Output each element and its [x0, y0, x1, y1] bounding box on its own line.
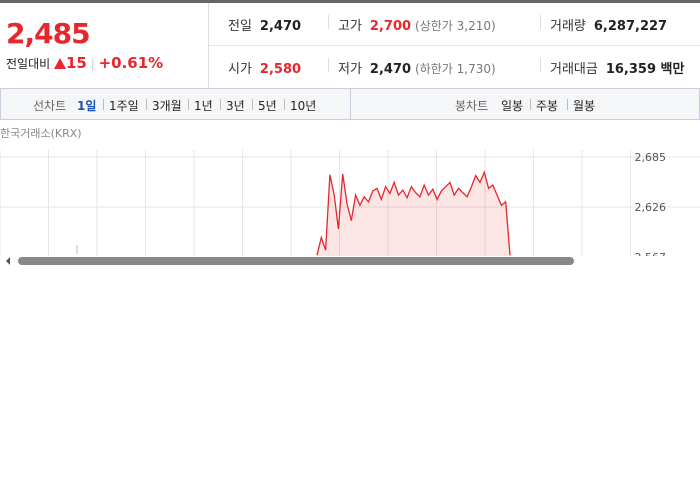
period-button[interactable]: 3개월: [152, 99, 182, 113]
stats-row: 시가 2,580 저가 2,470 (하한가 1,730) 거래대금 16,359 백만: [209, 46, 700, 88]
change: 전일대비 15 | +0.61%: [6, 54, 164, 72]
y-tick-label: 2,626: [635, 201, 667, 214]
period-button[interactable]: 일봉: [501, 99, 524, 113]
stat-value: 2,470: [259, 19, 302, 34]
scrollbar[interactable]: [18, 257, 574, 265]
stat: 전일 2,470: [228, 15, 301, 34]
separator: [328, 15, 329, 29]
separator: [188, 99, 189, 110]
stats: 전일 2,470 고가 2,700 (상한가 3,210) 거래량 6,287,227 시가…: [209, 3, 700, 88]
stat-label: 고가: [338, 19, 362, 34]
change-label: 전일대비: [6, 57, 51, 71]
price-line: [316, 170, 511, 256]
top-border: [0, 0, 700, 3]
stats-row: 전일 2,470 고가 2,700 (상한가 3,210) 거래량 6,287,227: [209, 3, 700, 46]
y-tick-label: 2,567: [635, 251, 667, 264]
separator: [103, 99, 104, 110]
plot: 2,685 2,626 2,567: [0, 150, 700, 264]
separator: [567, 99, 568, 110]
stat-label: 저가: [338, 62, 362, 77]
up-arrow: [54, 58, 66, 69]
area: [317, 172, 510, 256]
scroll-left[interactable]: [6, 257, 10, 265]
stat-note: (하한가 1,730): [415, 62, 496, 76]
price: 2,485: [6, 17, 91, 50]
stat-label: 거래대금: [550, 62, 598, 77]
period-button[interactable]: 10년: [290, 99, 317, 113]
stat: 고가 2,700 (상한가 3,210): [338, 15, 496, 34]
stat: 거래량 6,287,227: [550, 15, 667, 34]
change-value: 15: [66, 54, 87, 72]
separator: [252, 99, 253, 110]
stat-label: 전일: [228, 19, 252, 34]
separator: [540, 15, 541, 29]
line-chart-label: 선차트: [33, 99, 67, 113]
period-button[interactable]: 월봉: [573, 99, 596, 113]
stat: 거래대금 16,359 백만: [550, 58, 684, 77]
stat-value: 2,470: [369, 62, 412, 77]
stat-value: 16,359 백만: [605, 62, 685, 77]
stat-label: 거래량: [550, 19, 586, 34]
stat-note: (상한가 3,210): [415, 19, 496, 33]
separator: [540, 58, 541, 72]
stat-label: 시가: [228, 62, 252, 77]
period-button[interactable]: 주봉: [536, 99, 559, 113]
period-button[interactable]: 1년: [194, 99, 213, 113]
chart: 한국거래소(KRX) 2,685 2,626 2,567: [0, 127, 700, 265]
stat-value: 2,700: [369, 19, 412, 34]
quote-panel: 2,485 전일대비 15 | +0.61%: [0, 3, 209, 88]
separator: [328, 58, 329, 72]
source: 한국거래소(KRX): [0, 127, 82, 140]
period-button[interactable]: 1일: [77, 99, 97, 113]
candle-chart-label: 봉차트: [455, 99, 489, 113]
y-tick-label: 2,685: [635, 151, 667, 164]
divider: [350, 89, 351, 119]
separator: [284, 99, 285, 110]
period-button[interactable]: 3년: [226, 99, 245, 113]
stat: 시가 2,580: [228, 58, 301, 77]
separator: [530, 99, 531, 110]
toolbar: 선차트 1일 1주일 3개월 1년 3년 5년 10년 봉차트 일봉 주봉 월봉: [0, 88, 700, 120]
separator: [220, 99, 221, 110]
stat-value: 6,287,227: [593, 19, 668, 34]
separator: [146, 99, 147, 110]
period-button[interactable]: 1주일: [109, 99, 139, 113]
change-pct: +0.61%: [98, 54, 164, 72]
stat-value: 2,580: [259, 62, 302, 77]
stat: 저가 2,470 (하한가 1,730): [338, 58, 496, 77]
period-button[interactable]: 5년: [258, 99, 277, 113]
